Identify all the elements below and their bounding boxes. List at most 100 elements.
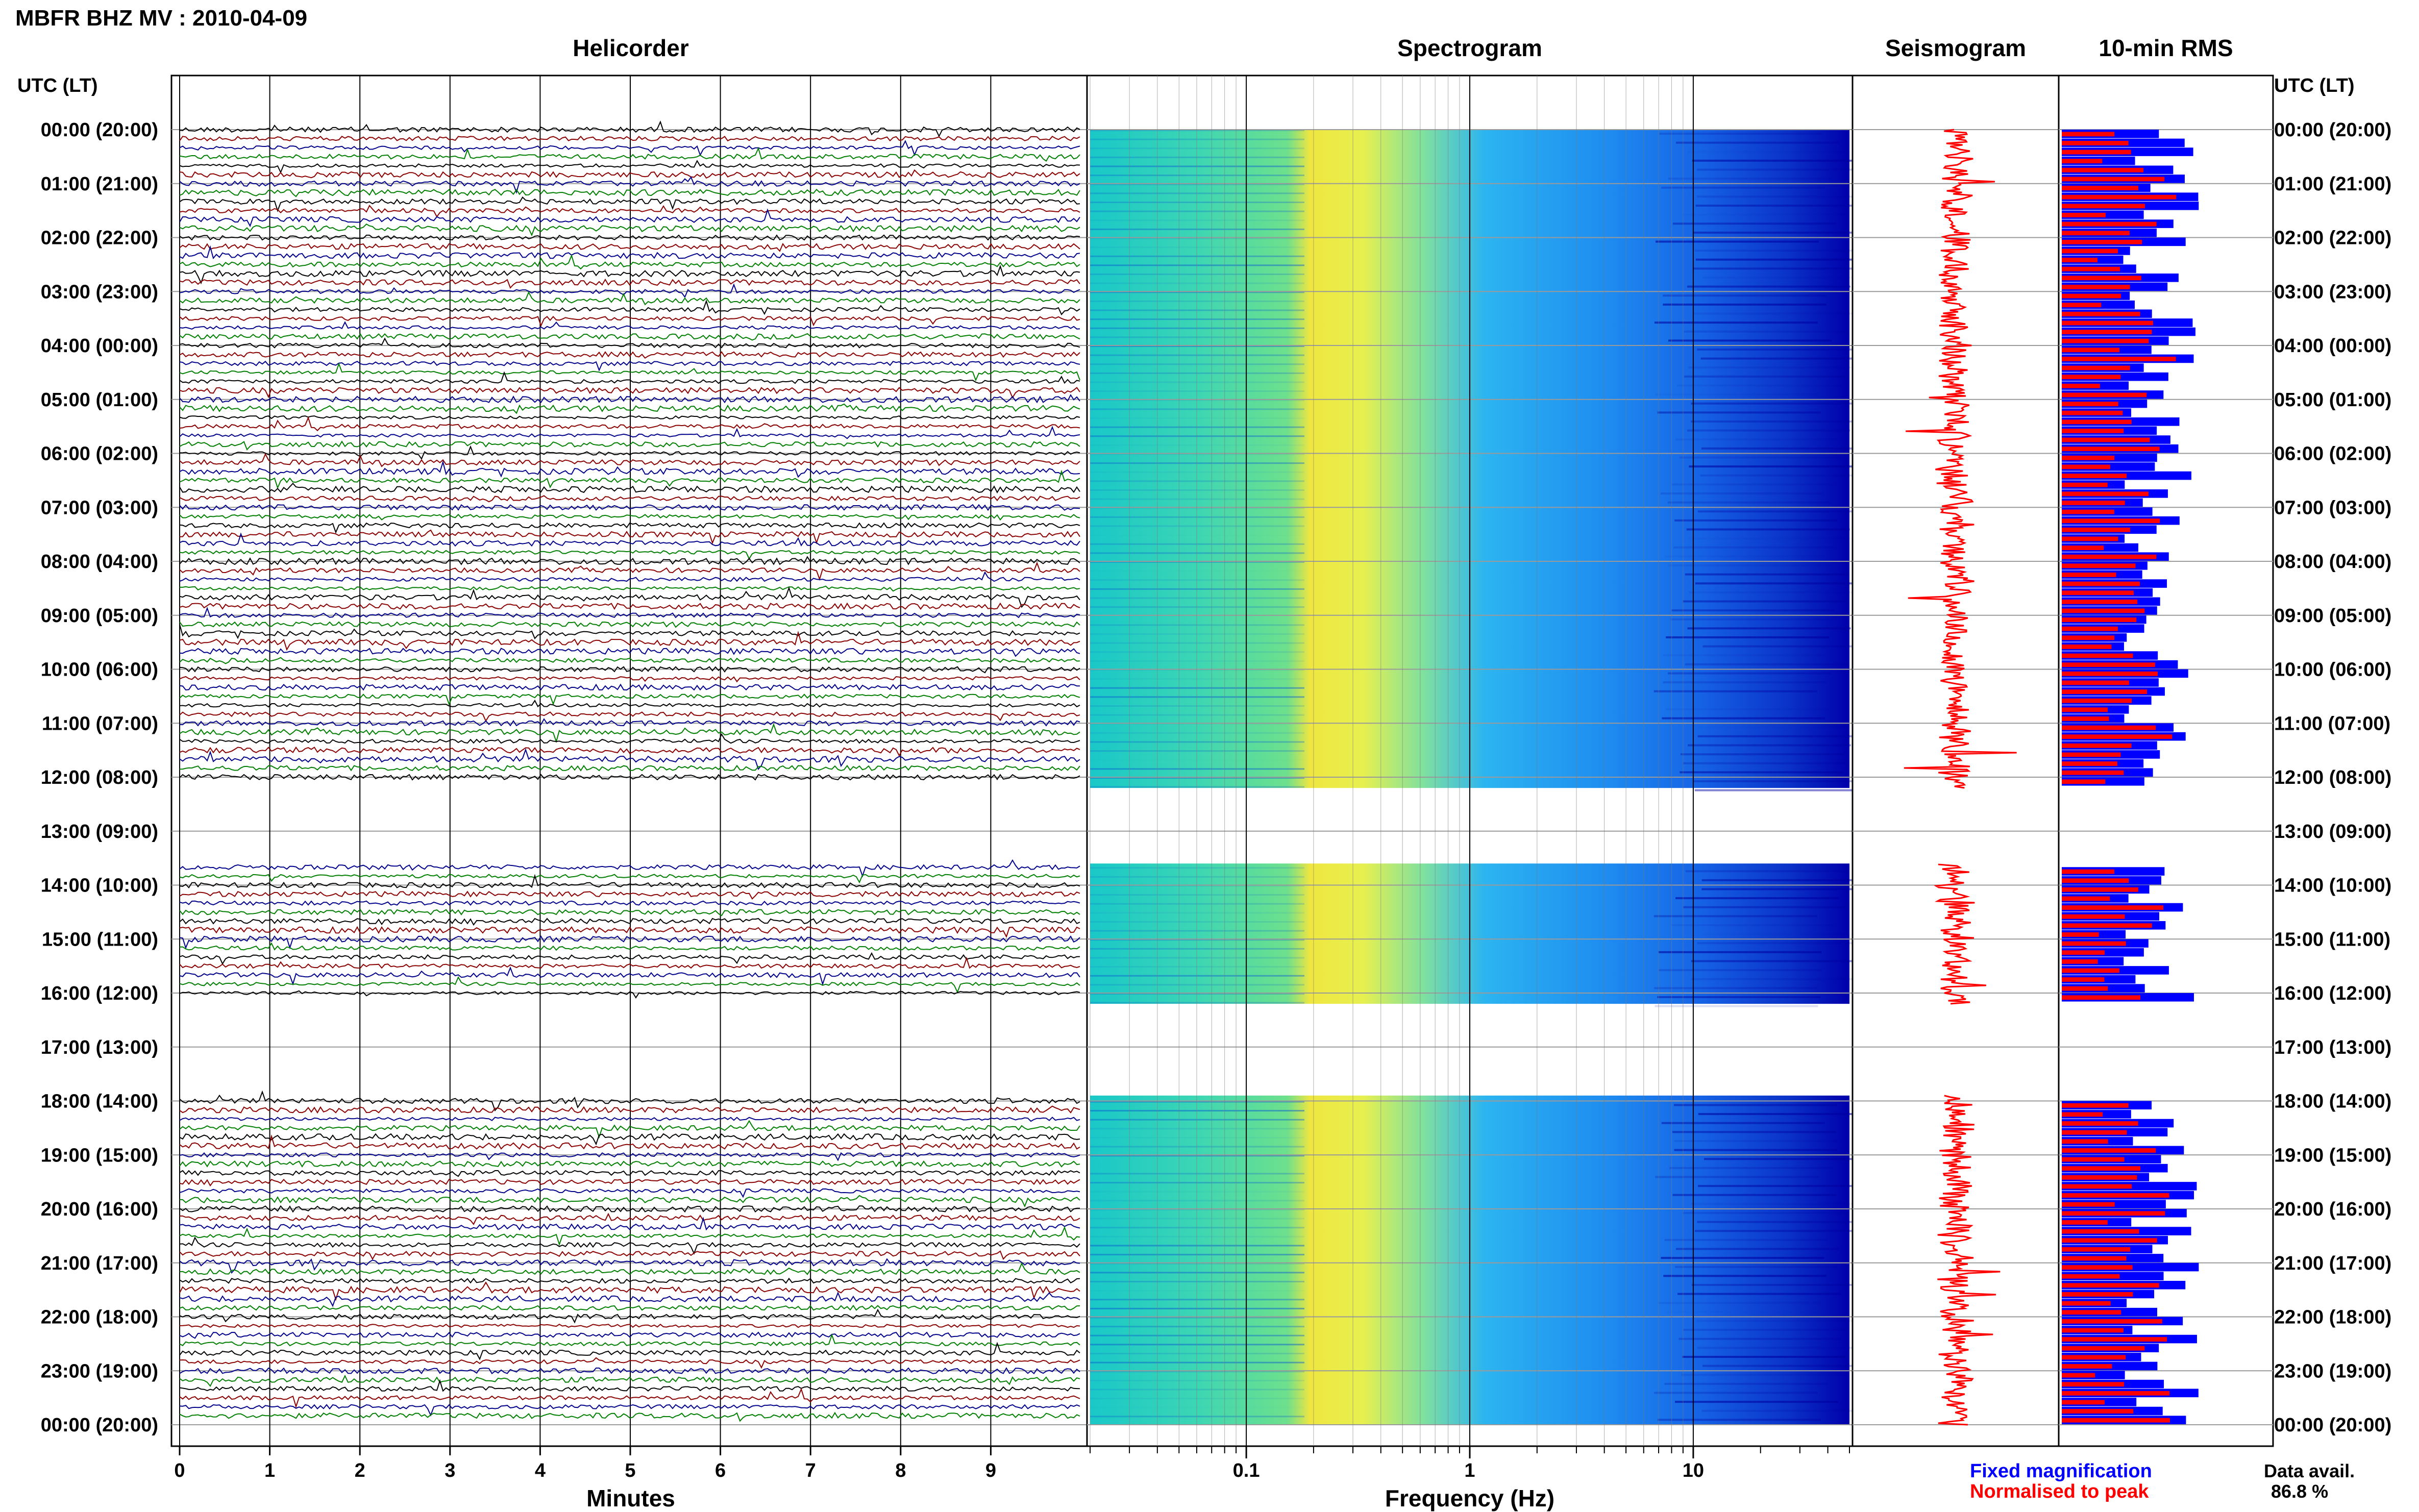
spectrogram-texture — [1090, 237, 1304, 239]
spectrogram-texture — [1658, 951, 1822, 953]
rms-bar-normalised — [2062, 1283, 2159, 1288]
helicorder-trace — [179, 242, 1080, 252]
spectrogram-texture — [1665, 708, 1829, 710]
rms-panel — [2058, 75, 2274, 1447]
rms-bar-normalised — [2062, 527, 2130, 532]
rms-bar-normalised — [2062, 167, 2144, 172]
spectrogram-texture — [1090, 633, 1304, 635]
spectrogram-texture — [1684, 330, 1847, 333]
spectrogram-texture — [1687, 429, 1850, 432]
spectrogram-texture — [1675, 438, 1839, 441]
spectrogram-texture — [1688, 744, 1852, 747]
station-title: MBFR BHZ MV : 2010-04-09 — [15, 6, 307, 31]
spectrogram-texture — [1090, 714, 1304, 716]
spectrogram-title: Spectrogram — [1397, 35, 1542, 61]
spectrogram-texture — [1090, 1235, 1304, 1237]
spectrogram-texture — [1090, 939, 1304, 941]
spectrogram-texture — [1090, 1245, 1304, 1247]
helicorder-trace — [179, 1387, 1080, 1408]
spectrogram-texture — [1682, 1356, 1846, 1358]
spectrogram-texture — [1090, 1200, 1304, 1202]
spectrogram-texture — [1090, 282, 1304, 284]
rms-bar-normalised — [2062, 1238, 2157, 1243]
rms-bar-normalised — [2062, 1229, 2139, 1234]
spectrogram-texture — [1672, 222, 1836, 225]
hour-label-right: 13:00 (09:00) — [2274, 821, 2391, 842]
spectrogram-texture — [1090, 507, 1304, 509]
spectrogram-texture — [1090, 1128, 1304, 1130]
spectrogram-texture — [1688, 537, 1852, 539]
spectrogram-texture — [1090, 354, 1304, 356]
rms-bar-normalised — [2062, 518, 2160, 524]
spectrogram-texture — [1666, 1311, 1829, 1313]
helicorder-trace — [179, 1404, 1080, 1417]
spectrogram-texture — [1090, 1101, 1304, 1103]
spectrogram-texture — [1697, 168, 1861, 171]
spectrogram-texture — [1661, 1257, 1824, 1259]
spectrogram-texture — [1681, 1374, 1845, 1376]
spectrogram-texture — [1691, 1203, 1855, 1205]
spectrogram-texture — [1090, 660, 1304, 662]
rms-bar-normalised — [2062, 1211, 2165, 1216]
helicorder-trace — [179, 188, 1080, 197]
spectrogram-texture — [1090, 606, 1304, 608]
helicorder-trace — [179, 909, 1080, 916]
minute-tick-label: 3 — [445, 1460, 455, 1481]
rms-bar-normalised — [2062, 878, 2129, 883]
spectrogram-texture — [1090, 975, 1304, 977]
rms-bar-normalised — [2062, 869, 2114, 874]
spectrogram-texture — [1680, 771, 1843, 774]
spectrogram-texture — [1090, 309, 1304, 311]
hour-label-right: 19:00 (15:00) — [2274, 1145, 2391, 1166]
rms-bar-normalised — [2062, 671, 2158, 676]
helicorder-trace — [179, 1304, 1080, 1311]
helicorder-trace — [179, 529, 1080, 544]
rms-bar-normalised — [2062, 509, 2114, 514]
helicorder-trace — [179, 1379, 1080, 1392]
hour-label-left: 07:00 (03:00) — [41, 497, 158, 518]
helicorder-trace — [179, 299, 1080, 316]
hour-label-left: 08:00 (04:00) — [41, 551, 158, 573]
helicorder-trace — [179, 1281, 1080, 1301]
helicorder-trace — [179, 926, 1080, 938]
spectrogram-texture — [1702, 277, 1866, 279]
helicorder-trace — [179, 1205, 1080, 1213]
spectrogram-texture — [1698, 1185, 1862, 1187]
spectrogram-texture — [1090, 516, 1304, 518]
spectrogram-texture — [1687, 151, 1850, 153]
hour-label-left: 18:00 (14:00) — [41, 1091, 158, 1112]
helicorder-trace — [179, 1117, 1080, 1122]
spectrogram-texture — [1674, 1140, 1838, 1142]
spectrogram-texture — [1704, 1158, 1867, 1160]
spectrogram-texture — [1663, 1275, 1827, 1277]
hour-label-left: 04:00 (00:00) — [41, 335, 158, 357]
rms-bar-normalised — [2062, 698, 2132, 703]
spectrogram-texture — [1090, 426, 1304, 428]
helicorder-trace — [179, 196, 1080, 212]
rms-bar-normalised — [2062, 959, 2098, 964]
spectrogram-texture — [1090, 1281, 1304, 1282]
spectrogram-texture — [1090, 156, 1304, 158]
helicorder-trace — [179, 1178, 1080, 1187]
spectrogram-texture — [1090, 1344, 1304, 1346]
helicorder-trace — [179, 504, 1080, 511]
rms-bar-normalised — [2062, 1139, 2108, 1144]
rms-bar-normalised — [2062, 1256, 2127, 1261]
spectrogram-texture — [1674, 519, 1838, 522]
helicorder-trace — [179, 254, 1080, 270]
helicorder-trace — [179, 1277, 1080, 1284]
rms-bar-normalised — [2062, 986, 2108, 991]
rms-bar-normalised — [2062, 1166, 2141, 1171]
spectrogram-texture — [1090, 1317, 1304, 1319]
helicorder-trace — [179, 602, 1080, 610]
rms-bar-normalised — [2062, 923, 2152, 928]
spectrogram-texture — [1691, 978, 1855, 980]
rms-bar-normalised — [2062, 266, 2120, 271]
rms-bar-normalised — [2062, 303, 2102, 308]
spectrogram-texture — [1090, 1389, 1304, 1391]
minute-tick-label: 2 — [355, 1460, 365, 1481]
spectrogram-texture — [1090, 966, 1304, 968]
spectrogram-texture — [1090, 1379, 1304, 1381]
helicorder-title: Helicorder — [573, 35, 689, 61]
rms-bar-normalised — [2062, 743, 2132, 748]
